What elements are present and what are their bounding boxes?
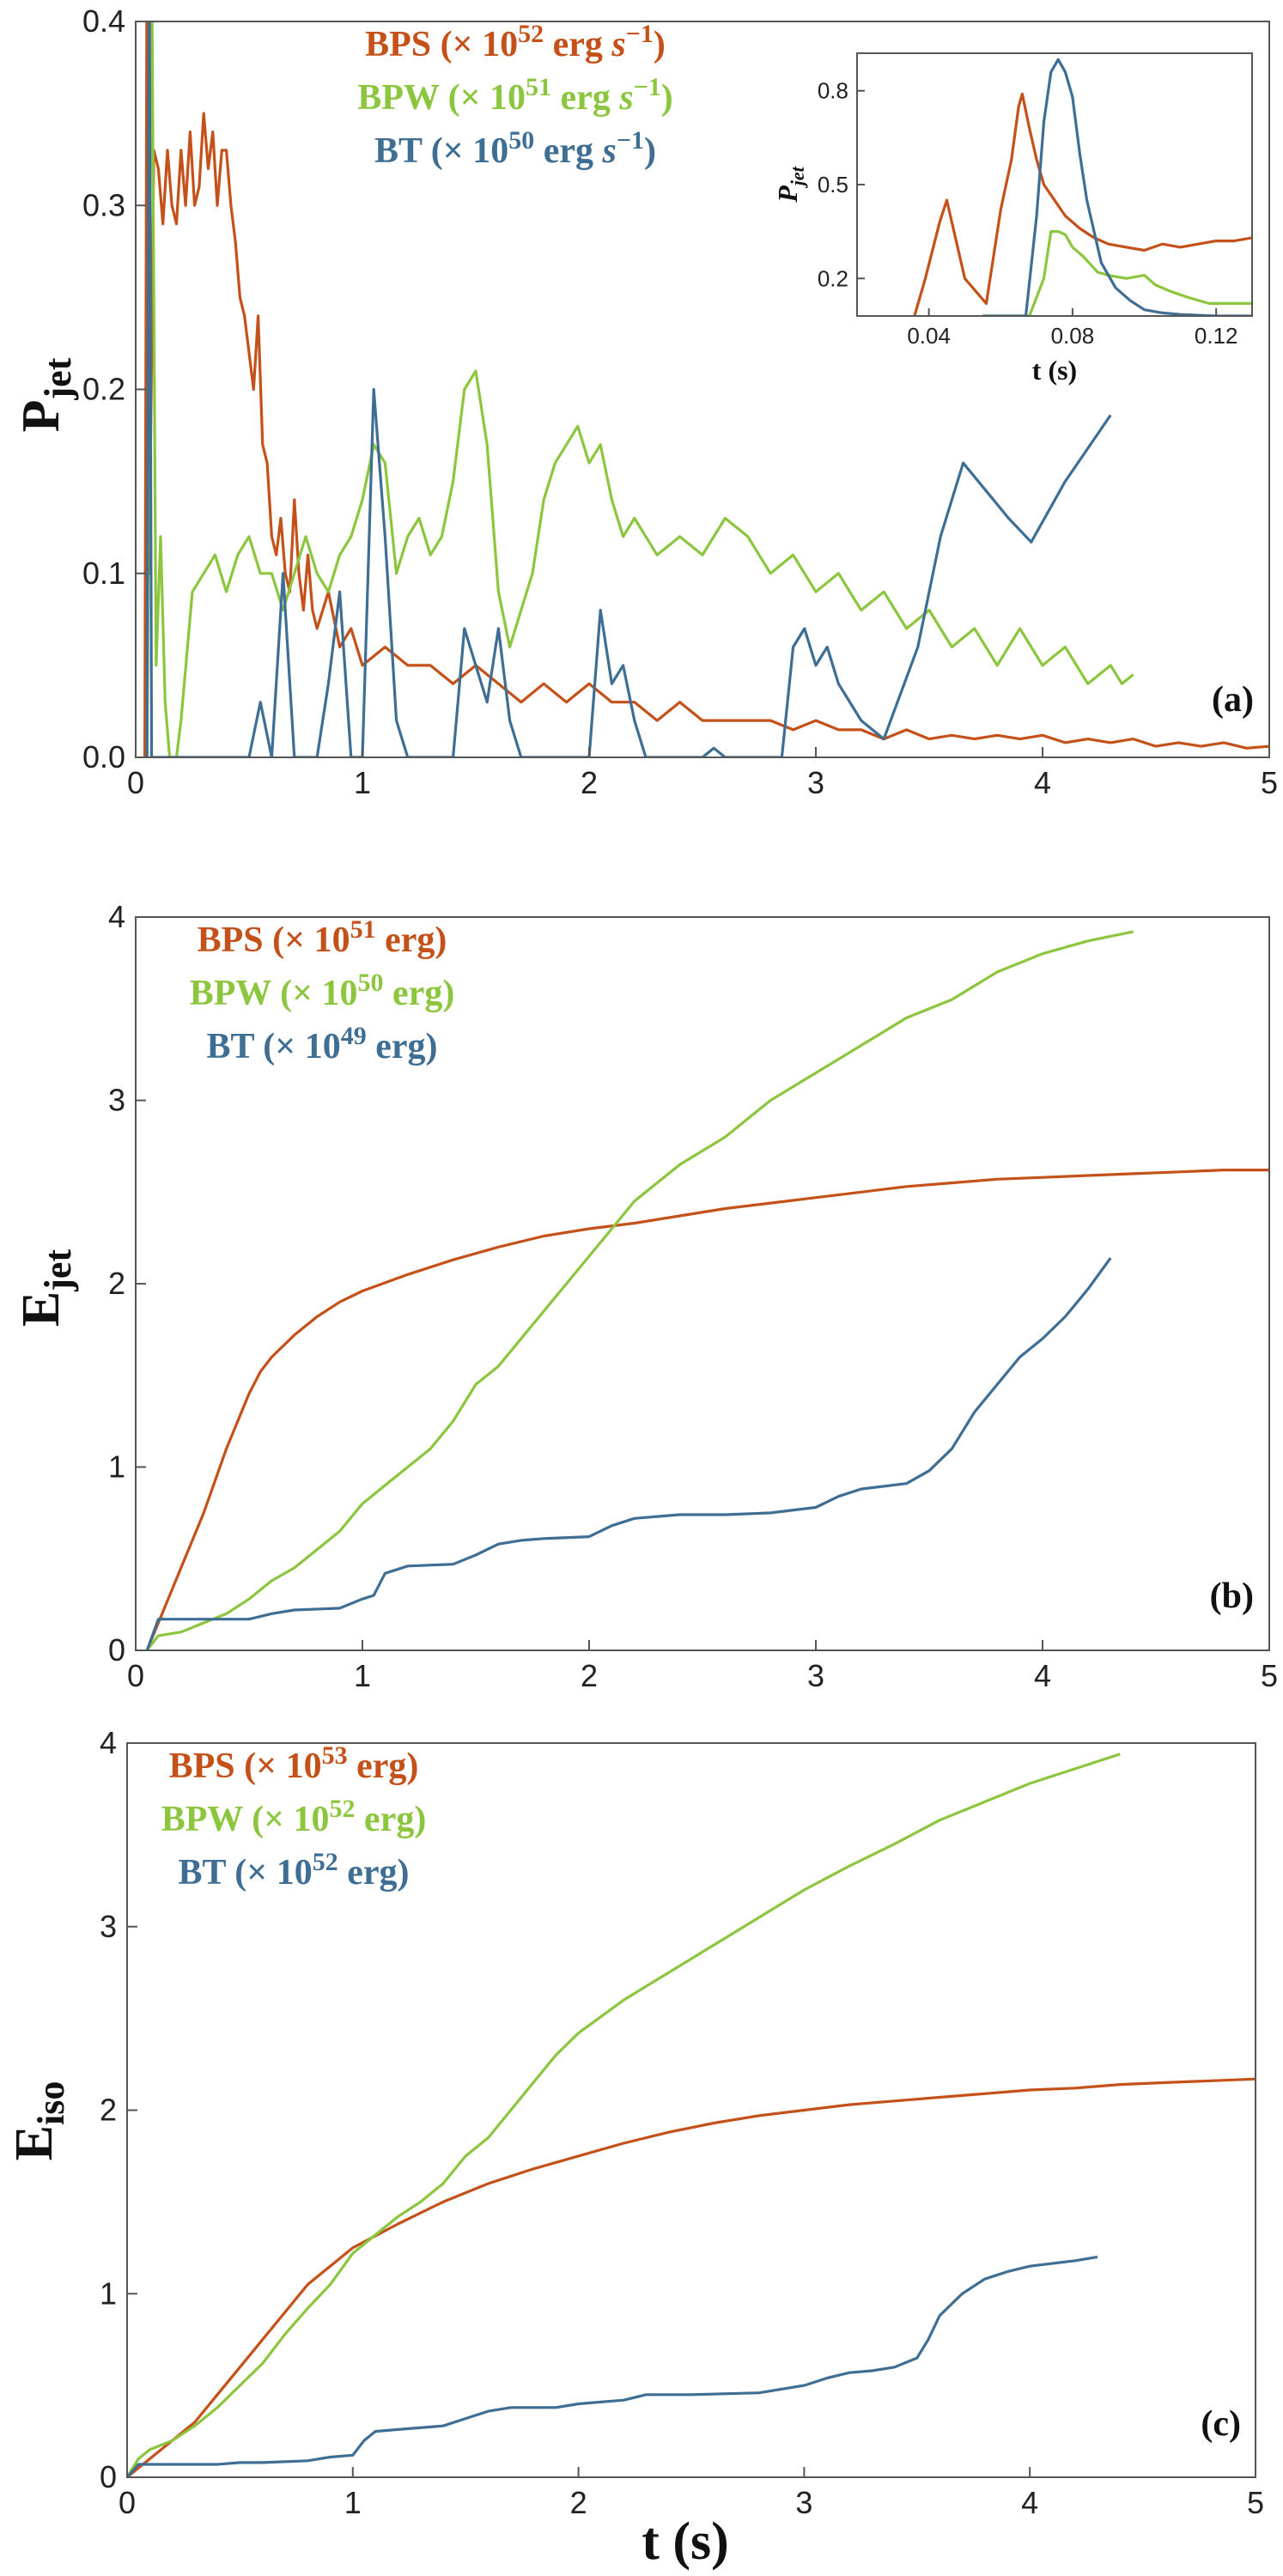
panel-b-series-layer: [145, 930, 1269, 1650]
y-tick-label: 1: [108, 1449, 125, 1485]
panel-c-energy-iso: 0 1 2 3 4 5 0 1 2 3 4 Eiso BPS (× 1053 erg) BPW (× …: [5, 1725, 1264, 2571]
y-tick-label: 3: [108, 1083, 125, 1118]
x-tick-label: 1: [344, 2485, 362, 2520]
panel-b-series-bt: [145, 1257, 1112, 1650]
panel-a-ticks: 0 1 2 3 4 5 0.0 0.1 0.2 0.3 0.4: [82, 3, 1278, 800]
panel-b-energy-jet: 0 1 2 3 4 5 0 1 2 3 4 Ejet BPS (× 1051 erg) BPW (× …: [12, 899, 1278, 1693]
x-tick-label: 4: [1021, 2485, 1038, 2520]
y-tick-label: 0.3: [82, 187, 125, 222]
panel-b-legend: BPS (× 1051 erg) BPW (× 1050 erg) BT (× 10…: [190, 915, 455, 1066]
panel-b-y-label: Ejet: [12, 1249, 79, 1327]
legend-entry-bps: BPS (× 1053 erg): [169, 1741, 419, 1786]
legend-entry-bps: BPS (× 1052 erg s−1): [365, 20, 666, 64]
legend-entry-bt: BT (× 1052 erg): [179, 1848, 410, 1893]
inset-series-bpw: [982, 230, 1252, 316]
y-tick-label: 0.4: [82, 3, 125, 39]
panel-b-series-bps: [145, 1169, 1269, 1650]
panel-c-series-bpw: [127, 1753, 1121, 2477]
y-tick-label: 0.2: [82, 372, 125, 407]
panel-c-x-label: t (s): [642, 2512, 729, 2571]
inset-x-label: t (s): [1032, 355, 1077, 386]
x-tick-label: 5: [1247, 2485, 1264, 2520]
legend-entry-bps: BPS (× 1051 erg): [198, 915, 447, 960]
y-tick-label: 2: [108, 1266, 125, 1301]
panel-c-series-bps: [127, 2077, 1256, 2477]
panel-b-ticks: 0 1 2 3 4 5 0 1 2 3 4: [108, 899, 1278, 1693]
inset-ticks: 0.04 0.08 0.12 0.2 0.5 0.8: [818, 78, 1238, 349]
panel-c-series-layer: [127, 1753, 1256, 2477]
legend-entry-bpw: BPW (× 1050 erg): [190, 969, 455, 1013]
x-tick-label: 5: [1261, 1658, 1278, 1693]
panel-b-label: (b): [1210, 1577, 1254, 1616]
y-tick-label: 1: [100, 2275, 117, 2311]
panel-b-series-bpw: [145, 930, 1134, 1650]
legend-entry-bpw: BPW (× 1051 erg s−1): [357, 73, 673, 118]
y-tick-label: 0.0: [82, 739, 125, 775]
x-tick-label: 2: [581, 765, 598, 800]
y-tick-label: 4: [100, 1725, 117, 1760]
inset-y-label: Pjet: [772, 166, 808, 203]
panel-a-legend: BPS (× 1052 erg s−1) BPW (× 1051 erg s−1)…: [357, 20, 673, 171]
panel-a-series-bps: [143, 21, 1269, 757]
panel-a-label: (a): [1212, 680, 1254, 720]
panel-a-y-label: Pjet: [12, 357, 79, 432]
y-tick-label: 0.1: [82, 556, 125, 591]
y-tick-label: 3: [100, 1909, 117, 1944]
legend-entry-bt: BT (× 1050 erg s−1): [374, 126, 656, 171]
panel-c-ticks: 0 1 2 3 4 5 0 1 2 3 4: [100, 1725, 1264, 2520]
y-tick-label: 4: [108, 899, 125, 934]
x-tick-label: 0: [119, 2485, 136, 2520]
y-tick-label: 2: [100, 2093, 117, 2128]
inset-y-tick-label: 0.5: [818, 172, 848, 197]
legend-entry-bt: BT (× 1049 erg): [207, 1022, 438, 1066]
x-tick-label: 1: [354, 1658, 371, 1693]
x-tick-label: 3: [807, 765, 824, 800]
inset-y-tick-label: 0.8: [818, 78, 848, 104]
panel-a-power: 0 1 2 3 4 5 0.0 0.1 0.2 0.3 0.4 Pjet BPS (× 1052 e…: [12, 3, 1278, 800]
x-tick-label: 3: [807, 1658, 824, 1693]
legend-entry-bpw: BPW (× 1052 erg): [161, 1795, 427, 1839]
x-tick-label: 2: [570, 2485, 587, 2520]
panel-a-series-bpw: [145, 21, 1134, 757]
panel-c-series-bt: [127, 2255, 1098, 2477]
panel-c-y-label: Eiso: [5, 2081, 72, 2161]
y-tick-label: 0: [100, 2459, 117, 2494]
x-tick-label: 2: [581, 1658, 598, 1693]
inset-x-tick-label: 0.04: [907, 323, 951, 349]
inset-x-tick-label: 0.08: [1051, 323, 1095, 349]
x-tick-label: 5: [1261, 765, 1278, 800]
x-tick-label: 4: [1034, 765, 1051, 800]
panel-a-inset: 0.04 0.08 0.12 0.2 0.5 0.8 t (s) Pjet: [772, 52, 1253, 386]
inset-y-tick-label: 0.2: [818, 265, 848, 291]
inset-frame: [857, 53, 1252, 316]
x-tick-label: 0: [127, 765, 144, 800]
x-tick-label: 1: [354, 765, 371, 800]
inset-x-tick-label: 0.12: [1195, 323, 1238, 349]
panel-c-label: (c): [1201, 2404, 1241, 2444]
y-tick-label: 0: [108, 1632, 125, 1668]
panel-a-series-layer: [143, 21, 1269, 757]
panel-c-legend: BPS (× 1053 erg) BPW (× 1052 erg) BT (× 10…: [161, 1741, 427, 1893]
inset-series-bt: [982, 58, 1252, 316]
inset-series-layer: [913, 58, 1252, 316]
panel-a-series-bt: [145, 21, 1112, 757]
x-tick-label: 0: [127, 1658, 144, 1693]
x-tick-label: 4: [1034, 1658, 1051, 1693]
x-tick-label: 3: [795, 2485, 812, 2520]
